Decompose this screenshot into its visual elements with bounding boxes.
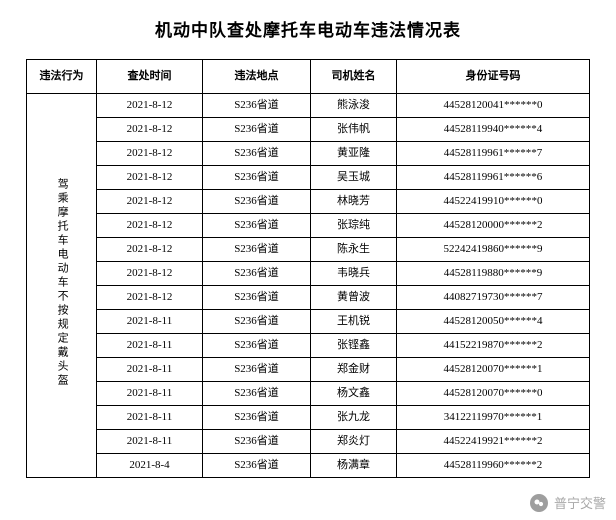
table-row: 2021-8-11S236省道郑炎灯44522419921******2 [27,430,590,454]
cell-id: 44082719730******7 [397,286,590,310]
table-row: 2021-8-12S236省道吴玉城44528119961******6 [27,166,590,190]
cell-time: 2021-8-12 [97,190,203,214]
cell-location: S236省道 [203,262,311,286]
cell-time: 2021-8-11 [97,382,203,406]
cell-location: S236省道 [203,166,311,190]
cell-id: 44522419910******0 [397,190,590,214]
wechat-icon [530,494,548,512]
cell-id: 44528120050******4 [397,310,590,334]
table-row: 2021-8-11S236省道杨文鑫44528120070******0 [27,382,590,406]
cell-id: 44528119961******6 [397,166,590,190]
cell-time: 2021-8-12 [97,118,203,142]
table-row: 2021-8-11S236省道张铿鑫44152219870******2 [27,334,590,358]
cell-time: 2021-8-12 [97,286,203,310]
cell-name: 张铿鑫 [311,334,397,358]
col-location: 违法地点 [203,60,311,94]
cell-location: S236省道 [203,118,311,142]
table-row: 2021-8-12S236省道陈永生52242419860******9 [27,238,590,262]
table-row: 2021-8-11S236省道王机锐44528120050******4 [27,310,590,334]
table-header-row: 违法行为 查处时间 违法地点 司机姓名 身份证号码 [27,60,590,94]
cell-name: 黄曾波 [311,286,397,310]
cell-time: 2021-8-12 [97,214,203,238]
cell-location: S236省道 [203,358,311,382]
cell-name: 郑炎灯 [311,430,397,454]
cell-id: 52242419860******9 [397,238,590,262]
cell-name: 熊泳浚 [311,94,397,118]
cell-id: 44528120041******0 [397,94,590,118]
cell-id: 44528119880******9 [397,262,590,286]
table-body: 驾乘摩托车电动车不按规定戴头盔2021-8-12S236省道熊泳浚4452812… [27,94,590,478]
cell-id: 44152219870******2 [397,334,590,358]
cell-location: S236省道 [203,430,311,454]
table-row: 2021-8-4S236省道杨满章44528119960******2 [27,454,590,478]
cell-time: 2021-8-11 [97,334,203,358]
col-time: 查处时间 [97,60,203,94]
cell-location: S236省道 [203,238,311,262]
cell-id: 44528119961******7 [397,142,590,166]
table-row: 2021-8-12S236省道韦晓兵44528119880******9 [27,262,590,286]
cell-name: 陈永生 [311,238,397,262]
cell-location: S236省道 [203,142,311,166]
table-row: 2021-8-11S236省道张九龙34122119970******1 [27,406,590,430]
cell-name: 王机锐 [311,310,397,334]
cell-id: 44528120070******1 [397,358,590,382]
cell-id: 44528120070******0 [397,382,590,406]
cell-id: 44528119960******2 [397,454,590,478]
cell-location: S236省道 [203,94,311,118]
violation-table: 违法行为 查处时间 违法地点 司机姓名 身份证号码 驾乘摩托车电动车不按规定戴头… [26,59,590,478]
cell-time: 2021-8-12 [97,142,203,166]
cell-location: S236省道 [203,334,311,358]
cell-name: 杨文鑫 [311,382,397,406]
cell-name: 林晓芳 [311,190,397,214]
behavior-cell: 驾乘摩托车电动车不按规定戴头盔 [27,94,97,478]
table-row: 2021-8-12S236省道林晓芳44522419910******0 [27,190,590,214]
cell-name: 韦晓兵 [311,262,397,286]
cell-time: 2021-8-11 [97,310,203,334]
cell-name: 张琮纯 [311,214,397,238]
col-id: 身份证号码 [397,60,590,94]
col-behavior: 违法行为 [27,60,97,94]
cell-time: 2021-8-12 [97,166,203,190]
cell-id: 44528120000******2 [397,214,590,238]
page-container: 机动中队查处摩托车电动车违法情况表 违法行为 查处时间 违法地点 司机姓名 身份… [0,0,616,520]
cell-time: 2021-8-12 [97,238,203,262]
col-name: 司机姓名 [311,60,397,94]
cell-name: 杨满章 [311,454,397,478]
cell-id: 44528119940******4 [397,118,590,142]
cell-time: 2021-8-11 [97,430,203,454]
table-row: 2021-8-12S236省道张伟帆44528119940******4 [27,118,590,142]
cell-time: 2021-8-12 [97,94,203,118]
cell-id: 44522419921******2 [397,430,590,454]
cell-time: 2021-8-4 [97,454,203,478]
table-row: 2021-8-12S236省道黄亚隆44528119961******7 [27,142,590,166]
cell-location: S236省道 [203,454,311,478]
cell-id: 34122119970******1 [397,406,590,430]
cell-name: 张九龙 [311,406,397,430]
page-title: 机动中队查处摩托车电动车违法情况表 [26,16,590,41]
table-row: 2021-8-12S236省道黄曾波44082719730******7 [27,286,590,310]
table-row: 驾乘摩托车电动车不按规定戴头盔2021-8-12S236省道熊泳浚4452812… [27,94,590,118]
cell-name: 黄亚隆 [311,142,397,166]
footer-source-label: 普宁交警 [554,493,606,512]
cell-location: S236省道 [203,286,311,310]
cell-location: S236省道 [203,406,311,430]
cell-location: S236省道 [203,382,311,406]
cell-location: S236省道 [203,310,311,334]
cell-time: 2021-8-11 [97,358,203,382]
cell-name: 郑金财 [311,358,397,382]
table-row: 2021-8-11S236省道郑金财44528120070******1 [27,358,590,382]
cell-name: 吴玉城 [311,166,397,190]
table-row: 2021-8-12S236省道张琮纯44528120000******2 [27,214,590,238]
cell-location: S236省道 [203,214,311,238]
cell-time: 2021-8-11 [97,406,203,430]
cell-location: S236省道 [203,190,311,214]
cell-name: 张伟帆 [311,118,397,142]
behavior-text: 驾乘摩托车电动车不按规定戴头盔 [55,178,68,388]
footer: 普宁交警 [530,493,606,512]
cell-time: 2021-8-12 [97,262,203,286]
